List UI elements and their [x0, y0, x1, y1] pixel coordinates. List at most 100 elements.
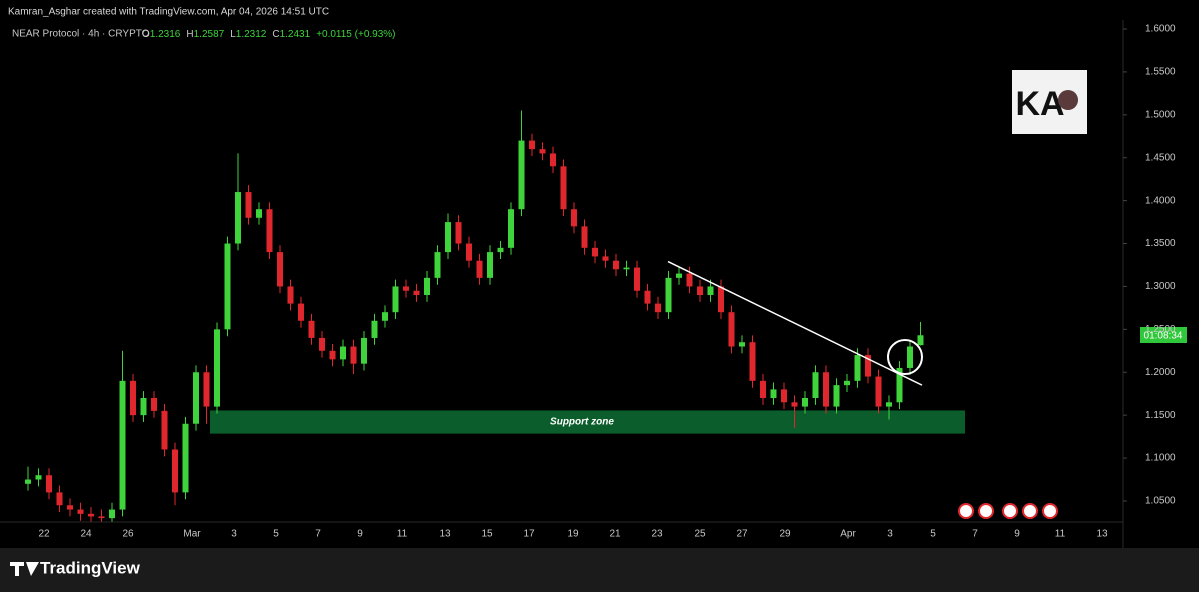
candle-body — [266, 209, 273, 253]
x-tick-label: 21 — [609, 529, 621, 540]
ohlc-label: H — [186, 29, 193, 40]
candle-body — [224, 243, 231, 330]
candle-body — [571, 209, 577, 227]
candle-body — [245, 192, 252, 218]
candle-body — [329, 350, 336, 360]
candle-body — [497, 247, 504, 253]
event-icon — [958, 503, 974, 519]
candle-body — [781, 389, 787, 403]
y-tick-label: 1.2500 — [1145, 324, 1176, 335]
y-tick-label: 1.3500 — [1145, 238, 1176, 249]
candle-body — [665, 277, 672, 313]
candle-body — [67, 505, 73, 510]
ohlc-value: 1.2316 — [150, 29, 181, 40]
candle-body — [256, 209, 262, 218]
candle-body — [592, 247, 598, 257]
brand-mark — [10, 562, 39, 576]
candle-body — [539, 149, 546, 154]
x-tick-label: 5 — [930, 529, 936, 540]
candle-body — [340, 346, 346, 360]
y-tick-label: 1.5000 — [1145, 109, 1176, 120]
candle-body — [98, 516, 105, 519]
candle-body — [140, 398, 147, 416]
x-tick-label: 11 — [397, 529, 408, 540]
candle-body — [707, 286, 714, 296]
candle-body — [655, 303, 661, 313]
brand: TradingView — [40, 558, 141, 577]
ohlc-value: 1.2312 — [236, 29, 267, 40]
candle-body — [371, 320, 378, 338]
symbol: NEAR Protocol · 4h · CRYPTO — [12, 29, 150, 40]
candle-body — [634, 267, 640, 291]
countdown: 01:08:34 — [1144, 331, 1183, 342]
logo-figure — [1058, 90, 1078, 110]
candle-body — [487, 252, 493, 278]
x-tick-label: 5 — [273, 529, 279, 540]
candle-body — [550, 153, 556, 167]
candle-body — [791, 402, 798, 407]
candle-body — [529, 140, 535, 150]
candle-body — [109, 509, 115, 519]
candle-body — [917, 335, 924, 346]
x-tick-label: 24 — [80, 529, 92, 540]
candle-body — [161, 410, 168, 450]
candle-body — [749, 342, 756, 381]
candle-body — [287, 286, 294, 304]
candle-body — [119, 380, 126, 510]
event-icon — [1022, 503, 1038, 519]
footer-band — [0, 548, 1199, 592]
y-tick-label: 1.3000 — [1145, 281, 1176, 292]
x-tick-label: 13 — [439, 529, 451, 540]
y-tick-label: 1.4500 — [1145, 152, 1176, 163]
x-tick-label: 25 — [694, 529, 706, 540]
candle-body — [508, 209, 514, 248]
candle-body — [844, 380, 850, 386]
candle-body — [88, 513, 94, 517]
trendline — [667, 260, 923, 386]
candle-body — [403, 286, 409, 291]
logo: KA — [1012, 70, 1087, 134]
candle-body — [151, 398, 157, 411]
candle-body — [424, 277, 430, 296]
candle-body — [560, 166, 567, 210]
ohlc-legend: O1.2316 H1.2587 L1.2312 C1.2431 +0.0115 (+0.… — [142, 29, 396, 40]
x-tick-label: 9 — [357, 529, 363, 540]
logo-text: KA — [1015, 85, 1064, 123]
x-tick-label: 19 — [567, 529, 579, 540]
x-tick-label: 22 — [38, 529, 50, 540]
x-tick-label: 3 — [887, 529, 893, 540]
candle-body — [728, 312, 735, 347]
event-icon — [1002, 503, 1018, 519]
y-tick-label: 1.4000 — [1145, 195, 1176, 206]
candle-body — [413, 290, 420, 296]
candle-body — [182, 423, 189, 493]
event-icons — [958, 503, 1058, 519]
candle-body — [812, 372, 819, 399]
ohlc-value: 1.2431 — [280, 29, 311, 40]
candle-body — [25, 479, 31, 484]
candle-body — [130, 380, 136, 416]
candle-body — [518, 140, 525, 210]
candle-body — [392, 286, 399, 313]
credit: Kamran_Asghar created with TradingView.c… — [8, 7, 329, 18]
candle-body — [676, 273, 682, 278]
candle-body — [697, 286, 703, 296]
x-tick-label: 17 — [523, 529, 535, 540]
candle-body — [886, 402, 892, 407]
x-tick-label: 15 — [481, 529, 493, 540]
candle-body — [46, 475, 52, 493]
y-tick-label: 1.1500 — [1145, 410, 1176, 421]
candle-body — [235, 192, 241, 244]
candle-body — [686, 273, 693, 287]
candle-body — [613, 260, 619, 270]
candle-body — [854, 355, 861, 381]
y-tick-label: 1.2000 — [1145, 367, 1176, 378]
x-tick-label: 7 — [315, 529, 321, 540]
x-tick-label: Mar — [183, 529, 201, 540]
candle-body — [445, 222, 451, 253]
x-tick-label: 27 — [736, 529, 748, 540]
ohlc-value: 1.2587 — [194, 29, 225, 40]
support-zone — [210, 410, 965, 434]
